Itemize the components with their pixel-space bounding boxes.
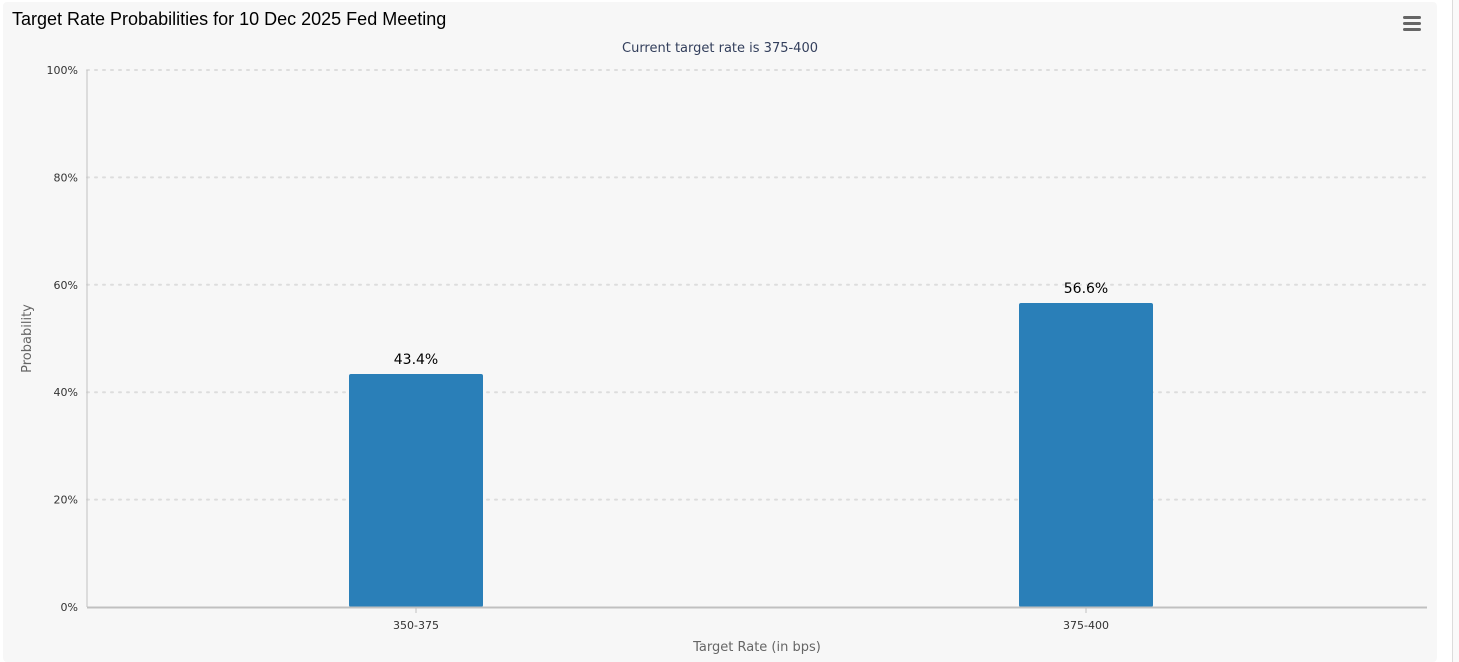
hamburger-menu-icon[interactable] xyxy=(1401,15,1423,33)
x-tick-label: 375-400 xyxy=(1063,619,1109,632)
chart-title: Target Rate Probabilities for 10 Dec 202… xyxy=(12,9,447,29)
bar-375-400[interactable] xyxy=(1019,303,1153,607)
bar-data-label: 56.6% xyxy=(1064,281,1108,297)
x-axis-title: Target Rate (in bps) xyxy=(692,640,821,655)
x-tick-label: 350-375 xyxy=(393,619,439,632)
y-tick-label: 40% xyxy=(54,386,78,399)
y-tick-label: 0% xyxy=(61,601,78,614)
menu-line xyxy=(1403,22,1421,25)
bar-350-375[interactable] xyxy=(349,373,483,607)
chart-subtitle: Current target rate is 375-400 xyxy=(622,41,818,56)
y-axis-title: Probability xyxy=(20,304,35,373)
grid-layer xyxy=(86,69,1428,501)
y-tick-label: 20% xyxy=(54,494,78,507)
chart-panel xyxy=(3,2,1437,662)
y-tick-label: 60% xyxy=(54,279,78,292)
y-tick-label: 80% xyxy=(54,171,78,184)
window-scrollbar[interactable] xyxy=(1452,0,1459,662)
y-tick-label: 100% xyxy=(47,64,78,77)
menu-line xyxy=(1403,16,1421,19)
menu-line xyxy=(1403,28,1421,31)
bars-layer xyxy=(349,303,1153,607)
labels-layer: 0% 20% 40% 60% 80% 100% 43.4% 350-375 56.6% 375-4… xyxy=(47,64,1109,632)
bar-data-label: 43.4% xyxy=(394,352,438,368)
